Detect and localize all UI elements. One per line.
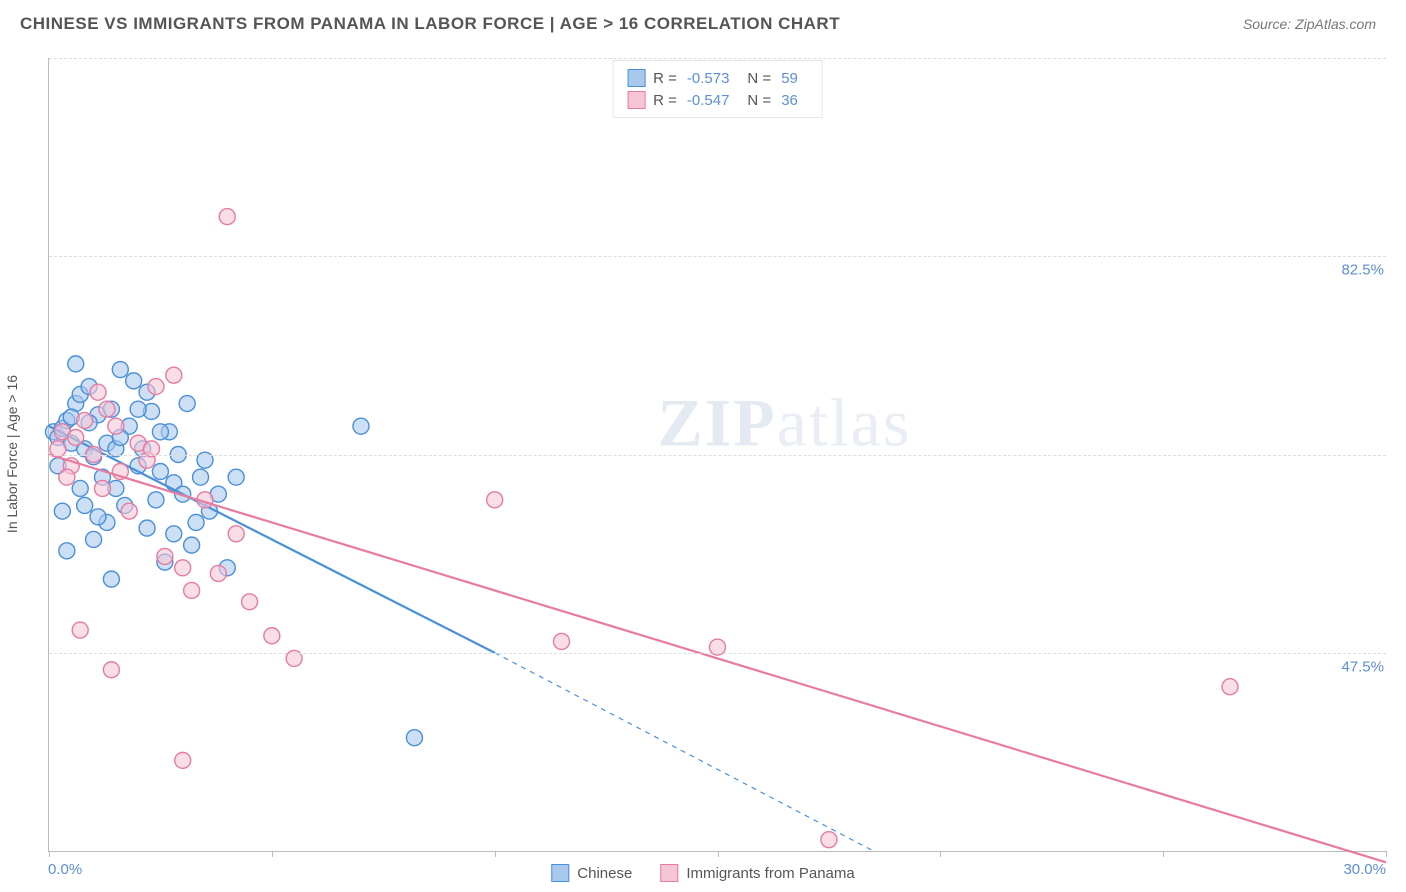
gridline [49,256,1386,257]
scatter-point [554,633,570,649]
header: CHINESE VS IMMIGRANTS FROM PANAMA IN LAB… [0,0,1406,44]
scatter-point [148,492,164,508]
scatter-point [68,356,84,372]
swatch-icon [627,91,645,109]
gridline [49,653,1386,654]
scatter-point [103,571,119,587]
x-tick [495,851,496,857]
legend-label: Chinese [577,865,632,882]
scatter-point [179,396,195,412]
x-tick [718,851,719,857]
scatter-point [188,514,204,530]
scatter-point [90,384,106,400]
regression-line-extrapolated [495,653,874,851]
x-tick [1386,851,1387,857]
scatter-point [1222,679,1238,695]
r-value: -0.573 [687,70,730,87]
scatter-point [94,480,110,496]
scatter-point [487,492,503,508]
scatter-point [68,430,84,446]
scatter-point [90,509,106,525]
scatter-point [148,379,164,395]
scatter-point [157,548,173,564]
series-legend: Chinese Immigrants from Panama [551,864,854,882]
scatter-point [152,463,168,479]
regression-line [49,426,495,653]
scatter-point [264,628,280,644]
scatter-point [121,503,137,519]
chart-plot-area: ZIPatlas R = -0.573 N = 59 R = -0.547 N … [48,58,1386,852]
n-value: 36 [781,92,798,109]
legend-label: Immigrants from Panama [686,865,854,882]
gridline [49,455,1386,456]
x-tick-label-min: 0.0% [48,861,82,878]
scatter-point [126,373,142,389]
regression-line [49,455,1386,863]
n-label: N = [747,70,771,87]
r-label: R = [653,92,677,109]
scatter-point [175,752,191,768]
scatter-point [72,480,88,496]
scatter-point [152,424,168,440]
swatch-icon [627,69,645,87]
scatter-point [175,560,191,576]
r-value: -0.547 [687,92,730,109]
x-tick [49,851,50,857]
legend-row: R = -0.573 N = 59 [627,67,808,89]
scatter-point [242,594,258,610]
scatter-point [108,418,124,434]
scatter-point [112,362,128,378]
scatter-point [166,367,182,383]
correlation-legend: R = -0.573 N = 59 R = -0.547 N = 36 [612,60,823,118]
scatter-point [210,565,226,581]
x-tick-label-max: 30.0% [1343,861,1386,878]
scatter-point [821,832,837,848]
y-tick-label: 82.5% [1337,262,1388,279]
scatter-point [193,469,209,485]
legend-row: R = -0.547 N = 36 [627,89,808,111]
r-label: R = [653,70,677,87]
source-label: Source: ZipAtlas.com [1243,16,1376,32]
scatter-point [184,582,200,598]
scatter-point [219,209,235,225]
legend-item: Immigrants from Panama [660,864,854,882]
n-label: N = [747,92,771,109]
scatter-point [103,662,119,678]
n-value: 59 [781,70,798,87]
x-tick [1163,851,1164,857]
scatter-point [59,469,75,485]
scatter-point [139,520,155,536]
scatter-point [228,526,244,542]
x-tick [272,851,273,857]
scatter-point [353,418,369,434]
scatter-point [166,526,182,542]
scatter-point [86,531,102,547]
scatter-point [184,537,200,553]
x-tick [940,851,941,857]
scatter-point [54,503,70,519]
scatter-point [228,469,244,485]
scatter-point [77,413,93,429]
scatter-point [72,622,88,638]
swatch-icon [551,864,569,882]
chart-title: CHINESE VS IMMIGRANTS FROM PANAMA IN LAB… [20,14,840,34]
scatter-point [406,730,422,746]
scatter-point [130,401,146,417]
y-tick-label: 47.5% [1337,658,1388,675]
swatch-icon [660,864,678,882]
scatter-point [77,497,93,513]
legend-item: Chinese [551,864,632,882]
y-axis-title: In Labor Force | Age > 16 [4,375,20,533]
scatter-point [99,401,115,417]
gridline [49,58,1386,59]
scatter-point [59,543,75,559]
